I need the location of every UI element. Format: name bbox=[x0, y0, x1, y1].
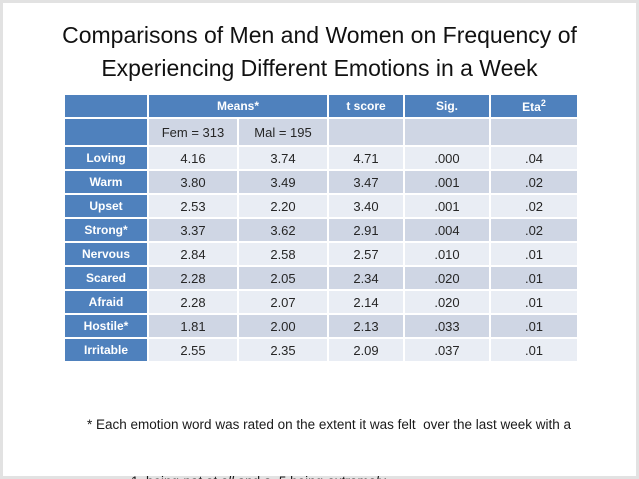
cell-eta: .02 bbox=[491, 171, 577, 193]
cell-t-score: 2.13 bbox=[329, 315, 403, 337]
cell-fem-mean: 2.53 bbox=[149, 195, 237, 217]
cell-t-score: 4.71 bbox=[329, 147, 403, 169]
row-label: Irritable bbox=[65, 339, 147, 361]
cell-eta: .01 bbox=[491, 267, 577, 289]
footnote-scale-anchors: 1 being not at all and a 5 being extreme… bbox=[87, 472, 636, 479]
cell-eta: .01 bbox=[491, 243, 577, 265]
cell-eta: .02 bbox=[491, 195, 577, 217]
cell-sig: .020 bbox=[405, 267, 489, 289]
cell-mal-mean: 2.35 bbox=[239, 339, 327, 361]
cell-t-score: 3.40 bbox=[329, 195, 403, 217]
header-t-score: t score bbox=[329, 95, 403, 117]
slide-title: Comparisons of Men and Women on Frequenc… bbox=[3, 19, 636, 85]
cell-sig: .001 bbox=[405, 195, 489, 217]
cell-eta: .01 bbox=[491, 315, 577, 337]
cell-t-score: 2.91 bbox=[329, 219, 403, 241]
cell-mal-mean: 2.07 bbox=[239, 291, 327, 313]
cell-mal-mean: 2.00 bbox=[239, 315, 327, 337]
subheader-fem-n: Fem = 313 bbox=[149, 119, 237, 145]
subheader-empty-label-cell bbox=[65, 119, 147, 145]
table-subheader-row: Fem = 313 Mal = 195 bbox=[65, 119, 577, 145]
table-row: Warm 3.80 3.49 3.47 .001 .02 bbox=[65, 171, 577, 193]
table-row: Irritable 2.55 2.35 2.09 .037 .01 bbox=[65, 339, 577, 361]
cell-eta: .02 bbox=[491, 219, 577, 241]
cell-sig: .001 bbox=[405, 171, 489, 193]
table-row: Scared 2.28 2.05 2.34 .020 .01 bbox=[65, 267, 577, 289]
row-label: Nervous bbox=[65, 243, 147, 265]
cell-fem-mean: 4.16 bbox=[149, 147, 237, 169]
cell-sig: .004 bbox=[405, 219, 489, 241]
footnote-anchor-extremely: extremely bbox=[327, 474, 386, 479]
cell-fem-mean: 2.28 bbox=[149, 267, 237, 289]
row-label: Warm bbox=[65, 171, 147, 193]
header-sig: Sig. bbox=[405, 95, 489, 117]
header-empty-cell bbox=[65, 95, 147, 117]
cell-mal-mean: 3.74 bbox=[239, 147, 327, 169]
cell-fem-mean: 3.37 bbox=[149, 219, 237, 241]
cell-t-score: 2.14 bbox=[329, 291, 403, 313]
subheader-empty-cell bbox=[491, 119, 577, 145]
cell-eta: .01 bbox=[491, 339, 577, 361]
subheader-mal-n: Mal = 195 bbox=[239, 119, 327, 145]
footnote-rating-scale: * Each emotion word was rated on the ext… bbox=[87, 417, 571, 432]
row-label: Afraid bbox=[65, 291, 147, 313]
footnote-anchor-not-at-all: not at all bbox=[183, 474, 234, 479]
row-label: Upset bbox=[65, 195, 147, 217]
cell-fem-mean: 2.28 bbox=[149, 291, 237, 313]
cell-fem-mean: 2.84 bbox=[149, 243, 237, 265]
header-eta: Eta2 bbox=[491, 95, 577, 117]
cell-eta: .04 bbox=[491, 147, 577, 169]
header-eta-base: Eta bbox=[522, 100, 541, 114]
emotions-table: Means* t score Sig. Eta2 Fem = 313 Mal =… bbox=[63, 93, 579, 363]
footnotes: * Each emotion word was rated on the ext… bbox=[87, 377, 636, 479]
cell-mal-mean: 2.20 bbox=[239, 195, 327, 217]
cell-sig: .000 bbox=[405, 147, 489, 169]
cell-mal-mean: 2.58 bbox=[239, 243, 327, 265]
cell-t-score: 2.34 bbox=[329, 267, 403, 289]
slide-title-line2: Experiencing Different Emotions in a Wee… bbox=[101, 55, 538, 81]
footnote-scale-prefix: 1 being bbox=[131, 474, 183, 479]
slide-title-line1: Comparisons of Men and Women on Frequenc… bbox=[62, 22, 577, 48]
table-row: Hostile* 1.81 2.00 2.13 .033 .01 bbox=[65, 315, 577, 337]
cell-mal-mean: 2.05 bbox=[239, 267, 327, 289]
table-row: Nervous 2.84 2.58 2.57 .010 .01 bbox=[65, 243, 577, 265]
cell-sig: .033 bbox=[405, 315, 489, 337]
cell-t-score: 2.09 bbox=[329, 339, 403, 361]
header-eta-sup: 2 bbox=[540, 98, 546, 108]
footnote-scale-mid: and a 5 being bbox=[234, 474, 327, 479]
row-label: Loving bbox=[65, 147, 147, 169]
cell-fem-mean: 1.81 bbox=[149, 315, 237, 337]
subheader-empty-cell bbox=[405, 119, 489, 145]
subheader-empty-cell bbox=[329, 119, 403, 145]
cell-sig: .010 bbox=[405, 243, 489, 265]
table-header-row: Means* t score Sig. Eta2 bbox=[65, 95, 577, 117]
table-row: Loving 4.16 3.74 4.71 .000 .04 bbox=[65, 147, 577, 169]
cell-t-score: 3.47 bbox=[329, 171, 403, 193]
table-row: Upset 2.53 2.20 3.40 .001 .02 bbox=[65, 195, 577, 217]
row-label: Scared bbox=[65, 267, 147, 289]
row-label: Hostile* bbox=[65, 315, 147, 337]
header-means: Means* bbox=[149, 95, 327, 117]
row-label: Strong* bbox=[65, 219, 147, 241]
cell-fem-mean: 3.80 bbox=[149, 171, 237, 193]
cell-t-score: 2.57 bbox=[329, 243, 403, 265]
table-row: Strong* 3.37 3.62 2.91 .004 .02 bbox=[65, 219, 577, 241]
cell-fem-mean: 2.55 bbox=[149, 339, 237, 361]
cell-sig: .020 bbox=[405, 291, 489, 313]
table-row: Afraid 2.28 2.07 2.14 .020 .01 bbox=[65, 291, 577, 313]
cell-eta: .01 bbox=[491, 291, 577, 313]
cell-mal-mean: 3.49 bbox=[239, 171, 327, 193]
cell-mal-mean: 3.62 bbox=[239, 219, 327, 241]
cell-sig: .037 bbox=[405, 339, 489, 361]
